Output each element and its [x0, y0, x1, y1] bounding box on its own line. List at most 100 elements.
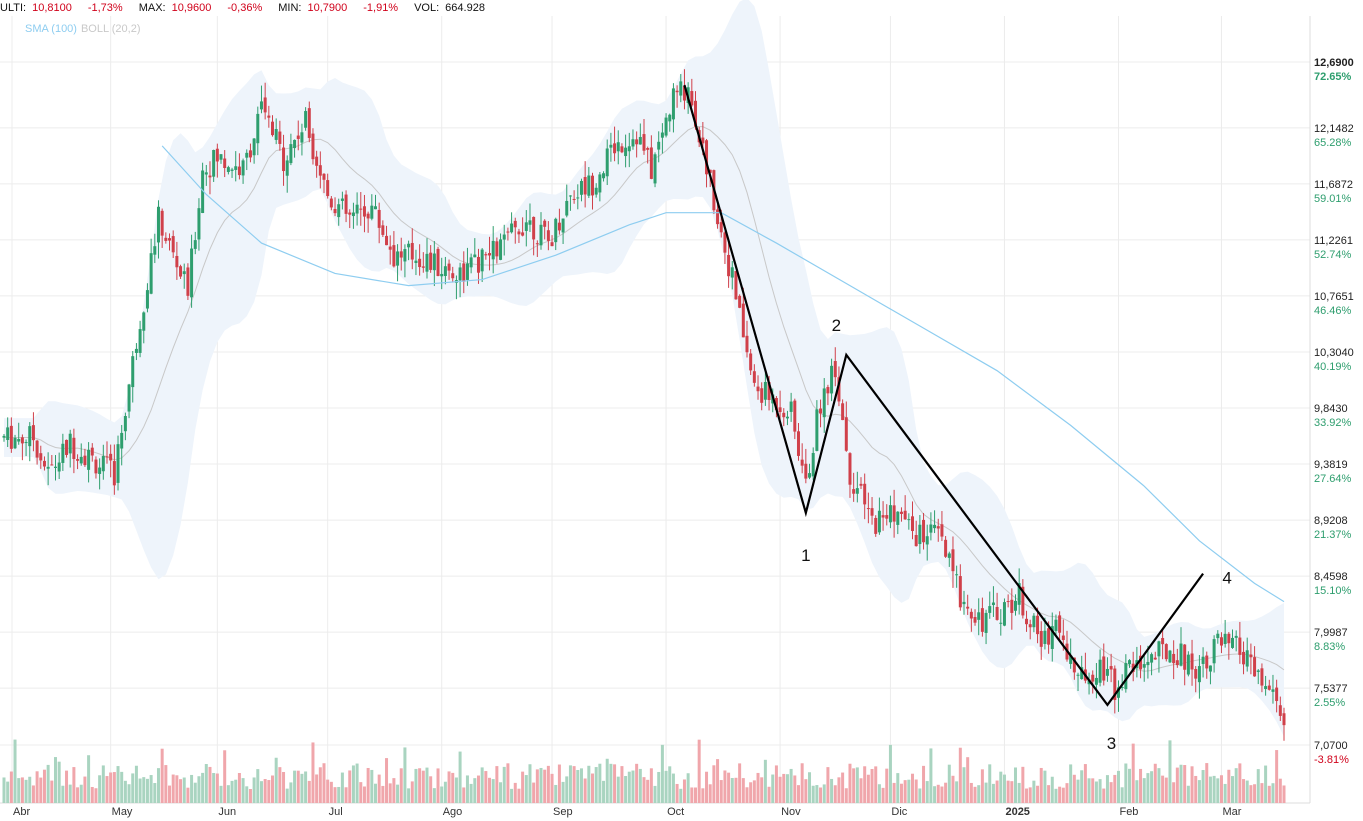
- volume-bar: [1278, 778, 1282, 803]
- volume-bar: [568, 765, 572, 803]
- candle-body: [922, 519, 926, 543]
- candle-body: [274, 129, 278, 140]
- candle-body: [627, 146, 631, 152]
- percent-tick-label: 52.74%: [1314, 249, 1352, 261]
- volume-bar: [1043, 770, 1047, 803]
- volume-bar: [1128, 768, 1132, 803]
- volume-bar: [396, 784, 400, 803]
- candle-body: [425, 253, 429, 272]
- volume-bar: [1242, 779, 1246, 803]
- volume-bar: [407, 788, 411, 803]
- volume-bar: [716, 759, 720, 803]
- volume-bar: [616, 776, 620, 803]
- price-tick-label: 12,6900: [1314, 57, 1354, 69]
- candle-body: [1282, 713, 1286, 726]
- candle-body: [105, 456, 109, 458]
- volume-bar: [591, 773, 595, 803]
- candle-body: [1190, 653, 1194, 670]
- candle-body: [385, 235, 389, 246]
- volume-bar: [1260, 783, 1264, 803]
- volume-bar: [326, 779, 330, 803]
- max-change: -0,36%: [227, 2, 263, 14]
- candle-body: [1102, 656, 1106, 681]
- candle-body: [237, 166, 241, 176]
- volume-bar: [1083, 764, 1087, 803]
- candle-body: [1238, 637, 1242, 655]
- volume-bar: [1234, 768, 1238, 803]
- candle-body: [1161, 638, 1165, 645]
- volume-bar: [179, 779, 183, 803]
- candle-body: [778, 407, 782, 413]
- candle-body: [554, 218, 558, 243]
- volume-bar: [289, 782, 293, 803]
- volume-bar: [1032, 780, 1036, 803]
- candle-body: [572, 198, 576, 200]
- volume-bar: [307, 780, 311, 803]
- candle-body: [502, 234, 506, 240]
- candle-body: [708, 169, 712, 173]
- volume-bar: [844, 788, 848, 803]
- candle-body: [53, 466, 57, 468]
- volume-bar: [31, 785, 35, 803]
- candle-body: [462, 263, 466, 282]
- volume-bar: [123, 780, 127, 803]
- candle-body: [414, 260, 418, 264]
- volume-bar: [1025, 788, 1029, 803]
- candle-body: [756, 386, 760, 392]
- candle-body: [1231, 637, 1235, 648]
- volume-bar: [259, 781, 263, 803]
- candle-body: [653, 154, 657, 184]
- candle-body: [616, 142, 620, 152]
- volume-bar: [234, 779, 238, 803]
- sma-legend[interactable]: SMA (100): [25, 23, 77, 35]
- candle-body: [271, 121, 275, 136]
- volume-bar: [87, 755, 91, 803]
- volume-bar: [414, 768, 418, 803]
- candle-body: [675, 90, 679, 93]
- candle-body: [565, 200, 569, 216]
- volume-bar: [1013, 767, 1017, 803]
- candle-body: [1061, 635, 1065, 641]
- volume-bar: [888, 744, 892, 803]
- volume-bar: [1047, 785, 1051, 803]
- candle-body: [160, 210, 164, 236]
- candle-body: [101, 456, 105, 472]
- volume-bar: [848, 763, 852, 803]
- volume-bar: [1256, 769, 1260, 803]
- month-label: Feb: [1119, 806, 1138, 818]
- volume-bar: [134, 765, 138, 803]
- candle-body: [579, 180, 583, 195]
- volume-bar: [1069, 764, 1073, 803]
- candle-body: [1208, 665, 1212, 672]
- candle-body: [499, 239, 503, 260]
- volume-bar: [145, 778, 149, 803]
- candle-body: [223, 158, 227, 168]
- volume-bar: [1116, 770, 1120, 803]
- candle-body: [774, 398, 778, 411]
- volume-bar: [1065, 783, 1069, 803]
- volume-bar: [723, 770, 727, 803]
- candle-body: [1212, 639, 1216, 664]
- candle-body: [881, 515, 885, 518]
- price-tick-label: 12,1482: [1314, 123, 1354, 135]
- candle-body: [583, 177, 587, 195]
- volume-bar: [355, 763, 359, 803]
- candle-body: [642, 134, 646, 151]
- volume-bar: [922, 765, 926, 803]
- volume-bar: [90, 786, 94, 803]
- candle-body: [307, 108, 311, 138]
- candle-body: [46, 466, 50, 469]
- candle-body: [1091, 674, 1095, 682]
- candle-body: [318, 165, 322, 176]
- wave-label-1: 1: [801, 546, 810, 565]
- volume-bar: [432, 788, 436, 803]
- volume-bar: [105, 776, 109, 803]
- candle-body: [969, 611, 973, 619]
- candle-body: [1128, 660, 1132, 665]
- volume-bar: [1186, 785, 1190, 803]
- candle-body: [1098, 659, 1102, 683]
- candle-body: [1036, 615, 1040, 635]
- volume-bar: [241, 778, 245, 803]
- candle-body: [660, 132, 664, 138]
